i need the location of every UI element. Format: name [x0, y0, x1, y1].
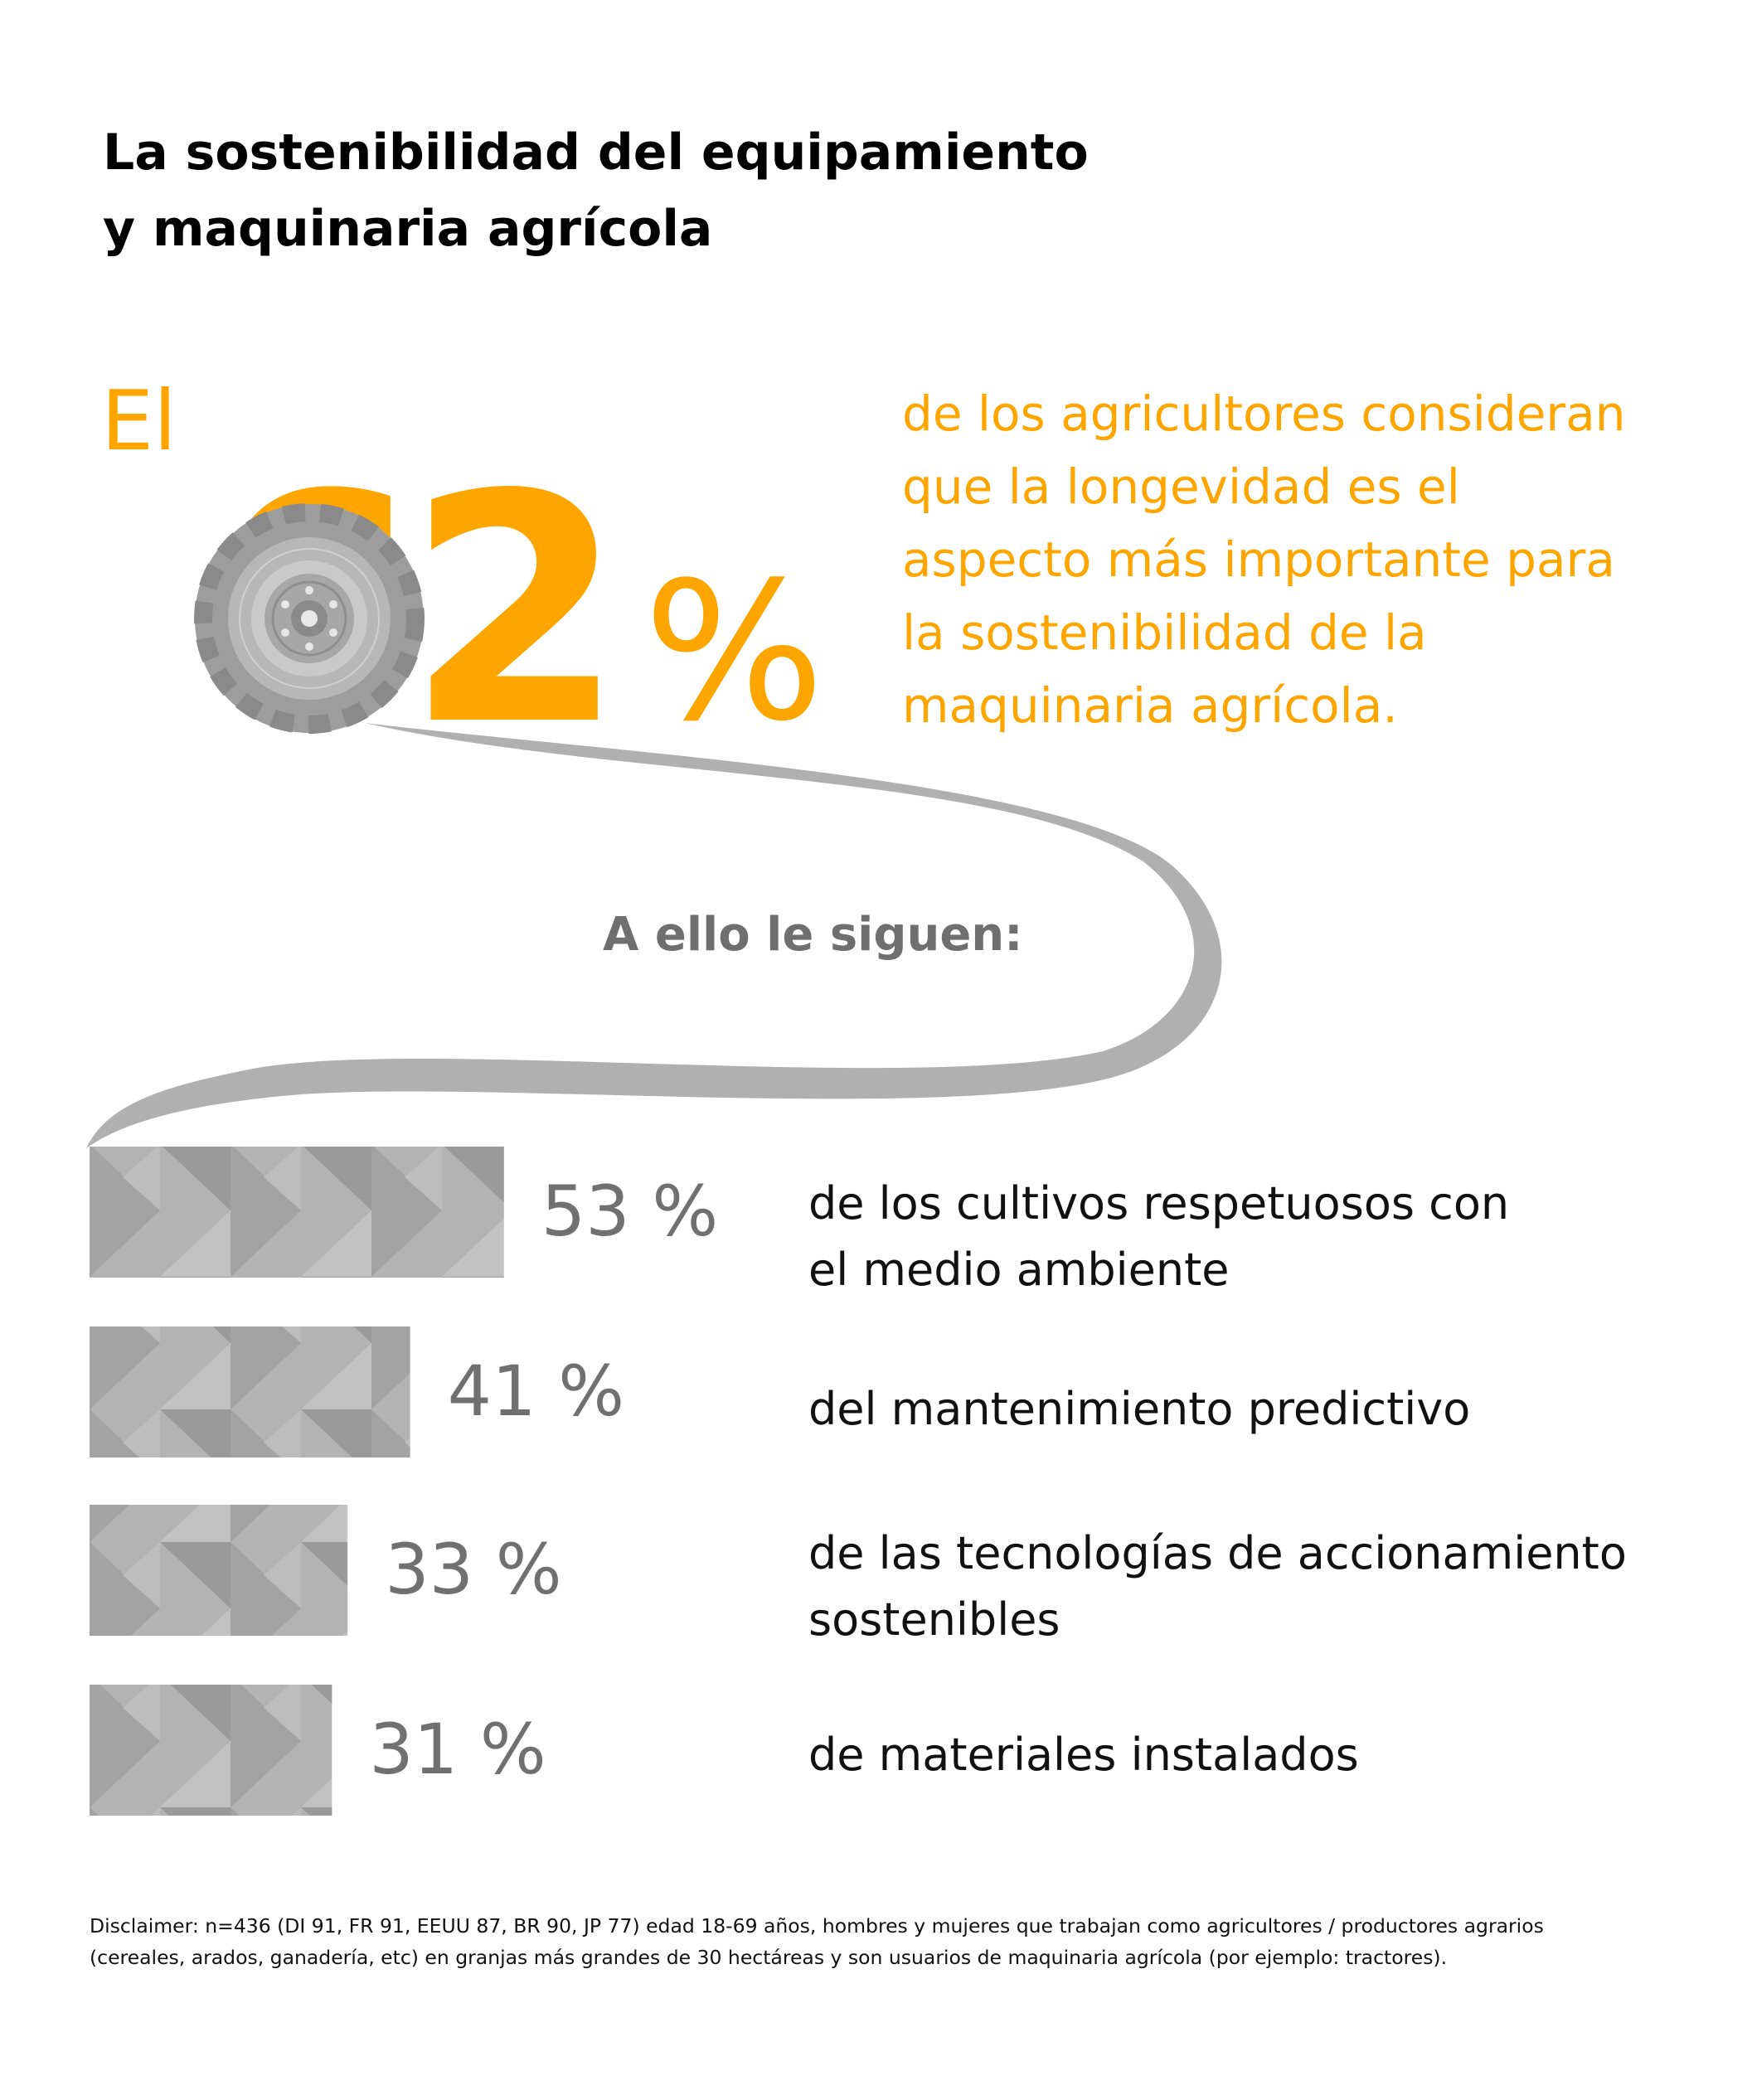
- bar-category-label-line: del mantenimiento predictivo: [808, 1383, 1471, 1435]
- tire-track-ribbon: [86, 723, 1222, 1148]
- title-line-1: La sostenibilidad del equipamiento: [103, 124, 1089, 182]
- bar-category-label: de los cultivos respetuosos con el medio …: [808, 1171, 1509, 1303]
- bar-category-label-line: de materiales instalados: [808, 1729, 1359, 1781]
- bar-1: [90, 1147, 504, 1278]
- hero-description-line: aspecto más importante para: [902, 531, 1615, 588]
- bar-3: [90, 1505, 348, 1636]
- hero-value-unit: %: [643, 542, 825, 764]
- bar-value-label: 33 %: [385, 1529, 562, 1610]
- disclaimer-line: Disclaimer: n=436 (DI 91, FR 91, EEUU 87…: [90, 1914, 1544, 1938]
- hero-description-line: maquinaria agrícola.: [902, 677, 1398, 734]
- page-title: La sostenibilidad del equipamiento y maq…: [103, 114, 1347, 267]
- bar-value-label: 53 %: [541, 1171, 719, 1252]
- bar-category-label-line: de las tecnologías de accionamiento: [808, 1527, 1627, 1579]
- disclaimer: Disclaimer: n=436 (DI 91, FR 91, EEUU 87…: [90, 1910, 1715, 1973]
- bar-category-label: de materiales instalados: [808, 1722, 1359, 1788]
- bar-category-label-line: sostenibles: [808, 1593, 1060, 1646]
- hero-graphic: 62 %: [86, 427, 1222, 1148]
- bar-2: [90, 1326, 410, 1457]
- disclaimer-line: (cereales, arados, ganadería, etc) en gr…: [90, 1946, 1448, 1969]
- bar-category-label: del mantenimiento predictivo: [808, 1376, 1470, 1443]
- tire-icon: [194, 503, 425, 734]
- hero-description: de los agricultores consideran que la lo…: [902, 377, 1723, 742]
- hero-prefix: El: [101, 372, 177, 469]
- hero-description-line: de los agricultores consideran: [902, 386, 1626, 442]
- hero-description-line: que la longevidad es el: [902, 458, 1460, 515]
- bar-chart: [90, 1147, 504, 1816]
- bar-category-label: de las tecnologías de accionamiento soste…: [808, 1520, 1627, 1653]
- bar-value-label: 41 %: [447, 1351, 625, 1432]
- bar-category-label-line: el medio ambiente: [808, 1244, 1230, 1296]
- hero-description-line: la sostenibilidad de la: [902, 604, 1427, 661]
- bar-value-label: 31 %: [369, 1709, 546, 1790]
- bar-4: [90, 1685, 332, 1816]
- follow-label: A ello le siguen:: [603, 908, 1023, 962]
- bar-category-label-line: de los cultivos respetuosos con: [808, 1177, 1510, 1229]
- title-line-2: y maquinaria agrícola: [103, 200, 713, 258]
